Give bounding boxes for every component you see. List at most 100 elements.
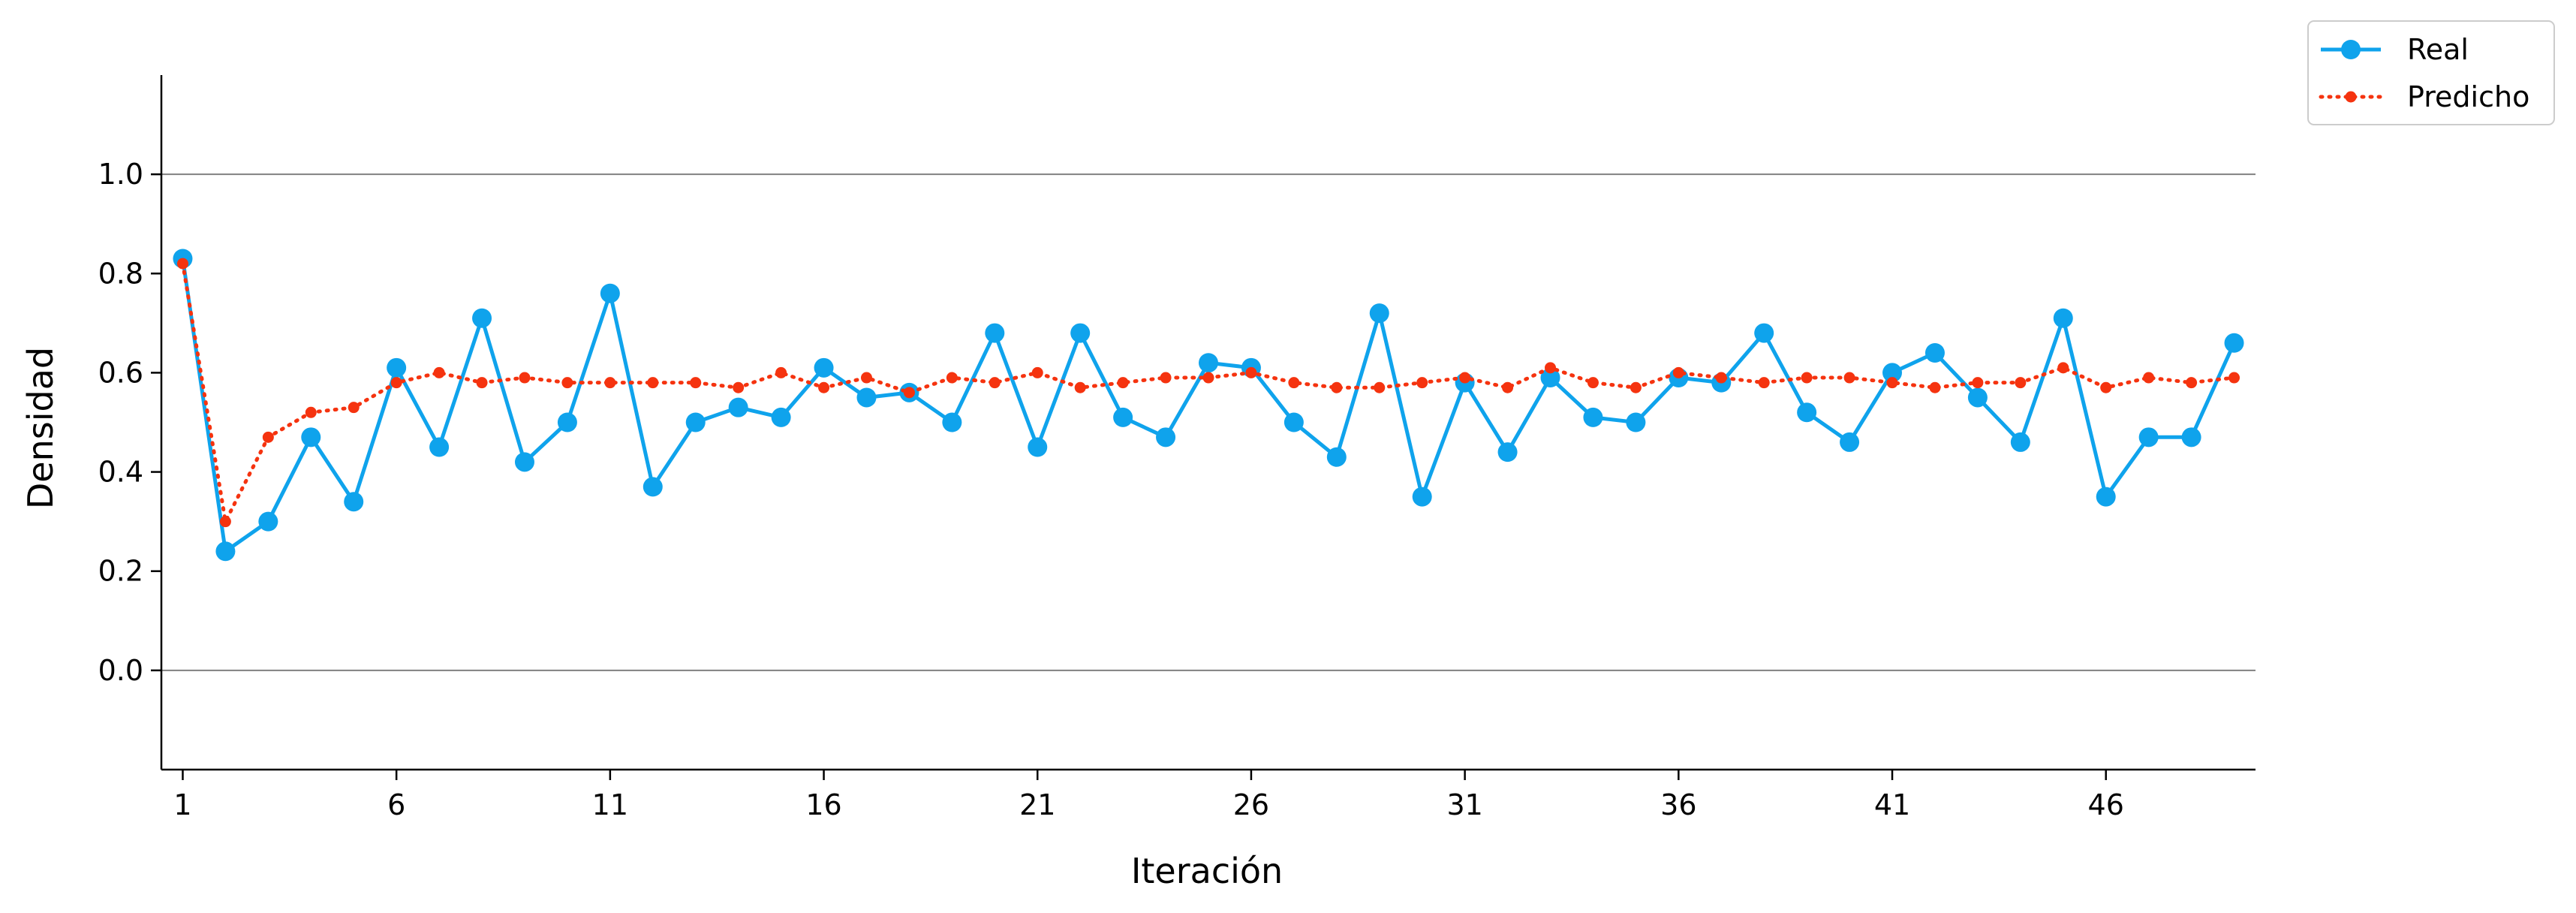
data-point-real (2096, 487, 2116, 507)
data-point-real (1283, 412, 1304, 432)
data-point-predicho (1630, 381, 1642, 393)
data-point-real (2010, 432, 2030, 452)
y-axis-ticks: 0.0 0.2 0.4 0.6 0.8 1.0 (98, 158, 161, 687)
data-point-real (1882, 363, 1903, 383)
data-point-real (1412, 487, 1432, 507)
data-point-predicho (305, 406, 317, 418)
data-point-predicho (1331, 381, 1343, 393)
x-tick-label: 11 (592, 788, 628, 821)
grid-lines (161, 173, 2256, 671)
data-point-predicho (604, 377, 616, 389)
data-point-predicho (690, 377, 702, 389)
data-point-predicho (989, 377, 1001, 389)
data-point-real (2053, 308, 2073, 328)
data-point-real (215, 541, 236, 562)
x-tick-label: 31 (1446, 788, 1482, 821)
data-point-real (472, 308, 492, 328)
data-point-predicho (1672, 366, 1684, 378)
data-point-predicho (1929, 381, 1941, 393)
x-tick-label: 46 (2088, 788, 2124, 821)
data-point-real (1326, 447, 1347, 467)
data-point-real (1924, 343, 1945, 363)
data-point-predicho (1886, 377, 1898, 389)
data-point-real (1497, 442, 1518, 463)
data-point-predicho (818, 381, 830, 393)
data-point-real (1754, 323, 1774, 343)
data-point-predicho (476, 377, 488, 389)
data-point-predicho (1374, 381, 1386, 393)
x-tick-label: 1 (173, 788, 191, 821)
y-tick-label: 1.0 (98, 158, 143, 191)
legend-marker-real (2341, 40, 2361, 59)
data-point-real (2224, 333, 2244, 353)
series-line-predicho (181, 261, 2236, 528)
data-point-predicho (519, 372, 531, 384)
data-point-predicho (1502, 381, 1514, 393)
data-point-predicho (1715, 372, 1727, 384)
x-tick-label: 21 (1019, 788, 1055, 821)
data-point-real (1369, 303, 1389, 324)
data-point-predicho (1545, 362, 1557, 374)
x-axis-ticks: 1 6 11 16 21 26 31 36 41 46 (173, 770, 2124, 821)
x-tick-label: 6 (387, 788, 405, 821)
series-real (173, 249, 2244, 562)
x-tick-label: 26 (1233, 788, 1269, 821)
data-point-predicho (219, 516, 231, 528)
x-tick-label: 16 (805, 788, 841, 821)
data-point-real (771, 407, 791, 427)
data-point-predicho (903, 387, 915, 399)
data-point-predicho (2057, 362, 2069, 374)
data-point-real (685, 412, 706, 432)
legend-label-predicho: Predicho (2407, 80, 2529, 113)
data-point-real (1540, 368, 1560, 388)
data-point-real (301, 427, 321, 447)
data-point-real (1070, 323, 1091, 343)
data-point-predicho (433, 366, 445, 378)
data-point-predicho (561, 377, 573, 389)
series-group (173, 249, 2244, 562)
data-point-predicho (2015, 377, 2027, 389)
data-point-real (387, 357, 407, 378)
legend-marker-predicho (2345, 91, 2357, 103)
data-point-real (856, 387, 877, 408)
data-point-predicho (647, 377, 659, 389)
data-point-real (942, 412, 962, 432)
x-tick-label: 36 (1660, 788, 1696, 821)
data-point-predicho (1160, 372, 1172, 384)
legend: Real Predicho (2307, 20, 2555, 125)
data-point-real (1156, 427, 1176, 447)
data-point-real (2181, 427, 2201, 447)
y-tick-label: 0.8 (98, 257, 143, 290)
x-axis-title: Iteración (1131, 851, 1283, 891)
data-point-real (1583, 407, 1603, 427)
y-tick-label: 0.4 (98, 456, 143, 489)
data-point-predicho (1843, 372, 1855, 384)
y-tick-label: 0.0 (98, 654, 143, 687)
x-tick-label: 41 (1874, 788, 1910, 821)
data-point-predicho (176, 258, 188, 270)
legend-box (2307, 20, 2555, 125)
data-point-predicho (390, 377, 402, 389)
series-line-real (181, 258, 2236, 553)
y-axis-title: Densidad (20, 347, 61, 509)
data-point-predicho (733, 381, 745, 393)
data-point-real (1028, 437, 1048, 457)
data-point-real (600, 283, 620, 303)
data-point-real (1113, 407, 1133, 427)
data-point-predicho (1117, 377, 1129, 389)
y-tick-label: 0.6 (98, 356, 143, 389)
data-point-real (985, 323, 1005, 343)
data-point-real (514, 452, 534, 472)
data-point-predicho (775, 366, 787, 378)
data-point-predicho (262, 431, 274, 443)
data-point-predicho (1245, 366, 1257, 378)
data-point-predicho (1459, 372, 1471, 384)
data-point-predicho (1031, 366, 1043, 378)
data-point-predicho (1202, 372, 1214, 384)
data-point-predicho (348, 402, 360, 414)
y-tick-label: 0.2 (98, 555, 143, 588)
data-point-real (1626, 412, 1646, 432)
data-point-real (429, 437, 450, 457)
data-point-real (258, 511, 278, 532)
